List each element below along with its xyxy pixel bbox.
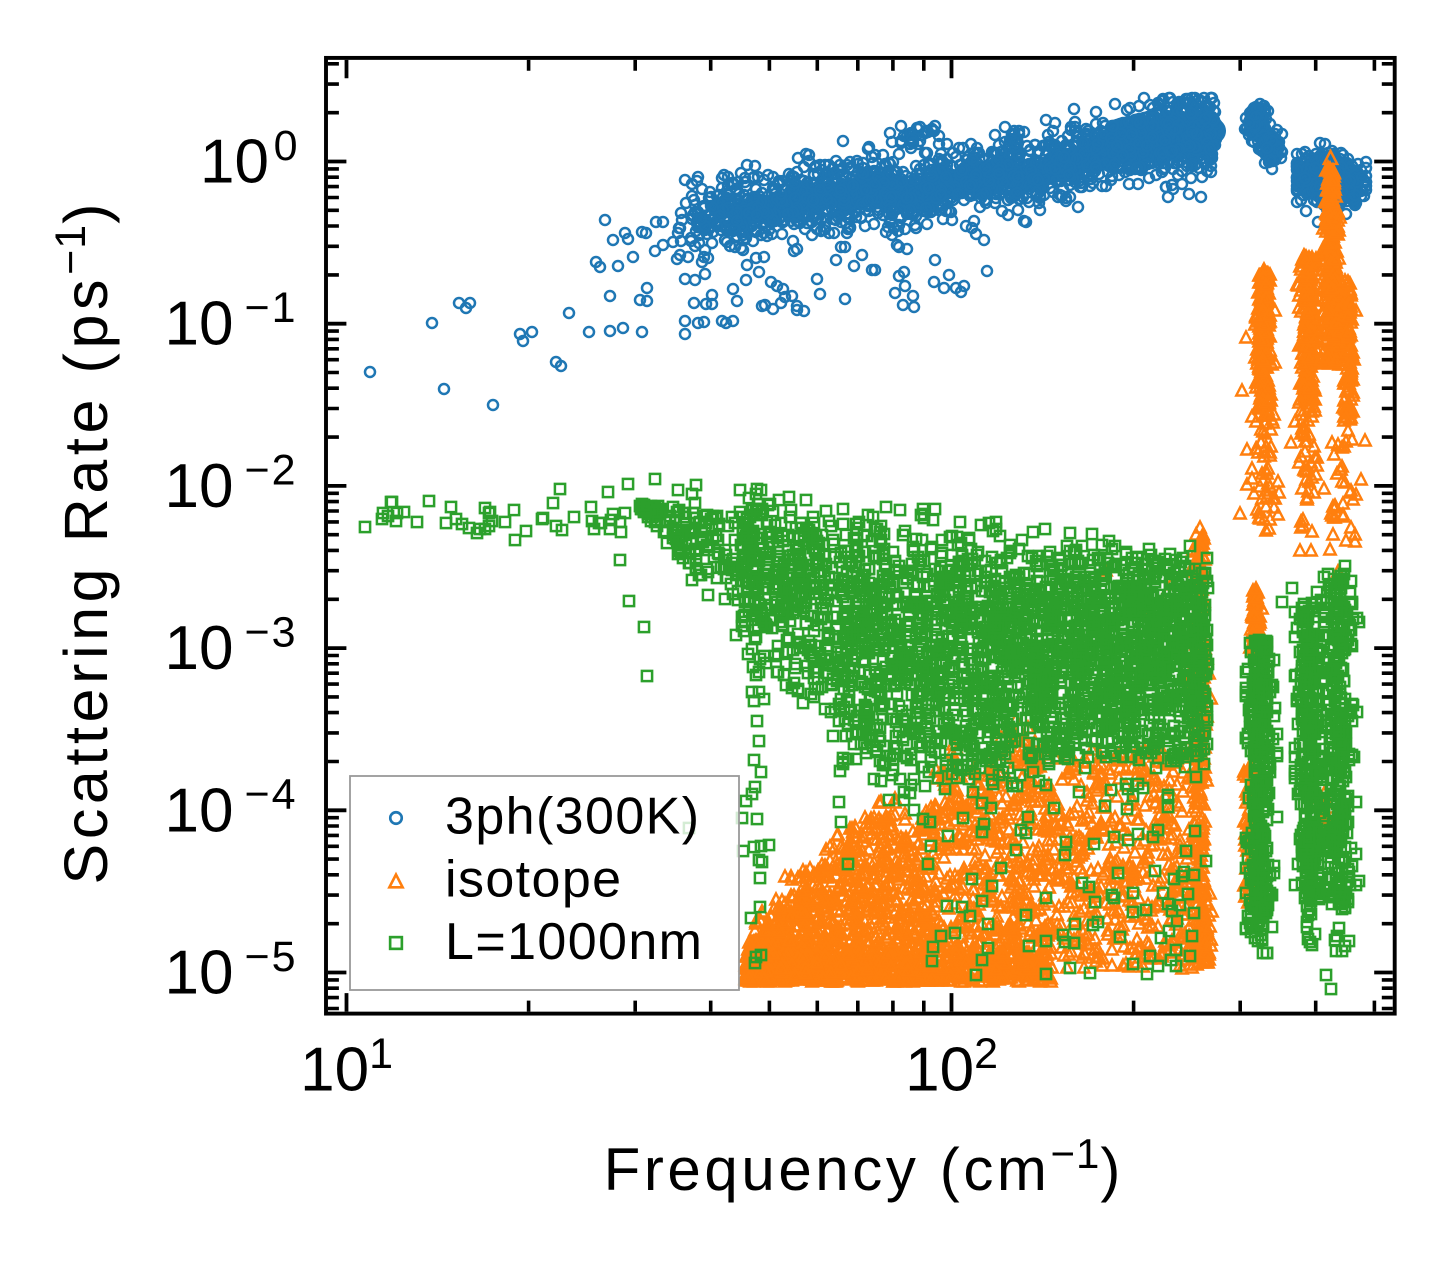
svg-text:3ph(300K): 3ph(300K) <box>445 788 700 846</box>
svg-text:−4: −4 <box>244 771 297 819</box>
svg-text:−2: −2 <box>244 446 297 494</box>
svg-text:10: 10 <box>165 614 234 683</box>
svg-text:0: 0 <box>274 122 298 170</box>
svg-text:10: 10 <box>165 290 234 359</box>
svg-text:Scattering Rate (ps−1): Scattering Rate (ps−1) <box>47 204 120 885</box>
svg-text:isotope: isotope <box>445 851 622 909</box>
svg-text:−5: −5 <box>244 933 297 981</box>
svg-text:10: 10 <box>165 452 234 521</box>
svg-text:10: 10 <box>165 939 234 1008</box>
svg-text:10: 10 <box>165 776 234 845</box>
svg-text:10: 10 <box>200 128 269 197</box>
svg-text:L=1000nm: L=1000nm <box>445 913 703 971</box>
svg-text:−1: −1 <box>244 284 297 332</box>
svg-text:Frequency (cm−1): Frequency (cm−1) <box>604 1130 1121 1203</box>
svg-text:−3: −3 <box>244 609 297 657</box>
